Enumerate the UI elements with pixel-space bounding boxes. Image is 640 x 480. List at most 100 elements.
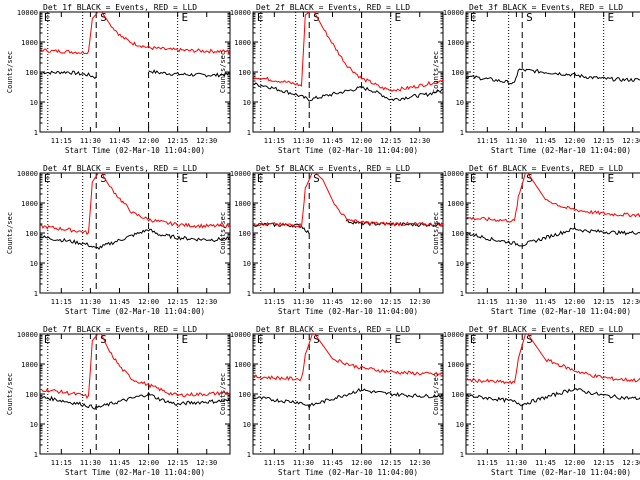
marker-label: E [608,11,615,24]
x-tick-label: 12:15 [593,459,614,467]
x-tick-label: 11:15 [264,459,285,467]
events-series-line [466,227,640,247]
plot-frame [465,172,640,294]
x-tick-label: 12:15 [380,298,401,306]
lld-series-line [40,12,230,55]
x-tick-label: 12:00 [138,137,159,145]
y-axis-label: Counts/sec [219,373,227,415]
x-axis-label: Start Time (02-Mar-10 11:04:00) [65,468,205,477]
events-series-line [466,68,640,85]
marker-label: S [100,11,107,24]
x-tick-label: 12:30 [409,459,430,467]
x-tick-label: 12:30 [622,298,640,306]
y-tick-label: 1 [460,129,464,137]
x-tick-label: 11:30 [80,298,101,306]
y-tick-label: 1000 [447,200,464,208]
x-tick-label: 11:15 [51,137,72,145]
panel-title: Det 1f BLACK = Events, RED = LLD [43,3,197,12]
x-tick-label: 12:15 [593,298,614,306]
y-tick-label: 1000 [447,39,464,47]
marker-label: S [313,11,320,24]
marker-label: E [257,11,264,24]
detector-panel-5: Det 5f BLACK = Events, RED = LLD 1 10 100 10… [219,164,444,316]
x-tick-label: 12:00 [564,298,585,306]
y-tick-label: 10 [30,421,38,429]
marker-label: E [608,172,615,185]
marker-label: E [395,172,402,185]
marker-label: S [526,11,533,24]
y-tick-label: 1 [247,290,251,298]
y-axis-label: Counts/sec [6,212,14,254]
y-axis-label: Counts/sec [432,212,440,254]
marker-label: E [182,333,189,346]
events-series-line [253,387,443,409]
y-tick-label: 10000 [443,9,464,17]
y-tick-label: 10000 [17,9,38,17]
detector-panel-3: Det 3f BLACK = Events, RED = LLD 1 10 100 10… [432,3,640,155]
x-tick-label: 12:30 [409,137,430,145]
plot-frame [465,333,640,455]
panel-title: Det 6f BLACK = Events, RED = LLD [469,164,623,173]
marker-label: S [313,333,320,346]
y-tick-label: 1 [34,129,38,137]
x-tick-label: 11:45 [109,459,130,467]
y-tick-label: 1 [34,290,38,298]
marker-label: E [257,172,264,185]
detector-panel-2: Det 2f BLACK = Events, RED = LLD 1 10 100 10… [219,3,444,155]
x-tick-label: 11:15 [264,137,285,145]
detector-panel-4: Det 4f BLACK = Events, RED = LLD 1 10 100 10… [6,164,231,316]
x-tick-label: 12:15 [167,298,188,306]
x-tick-label: 12:15 [380,459,401,467]
x-tick-label: 11:15 [477,298,498,306]
y-tick-label: 1000 [234,39,251,47]
y-tick-label: 10000 [17,170,38,178]
lld-series-line [466,173,640,223]
marker-label: E [395,333,402,346]
panel-title: Det 2f BLACK = Events, RED = LLD [256,3,410,12]
panel-title: Det 5f BLACK = Events, RED = LLD [256,164,410,173]
plot-frame [465,11,640,133]
y-tick-label: 1 [34,451,38,459]
marker-label: E [470,172,477,185]
x-tick-label: 11:30 [80,459,101,467]
marker-label: S [526,333,533,346]
y-axis-label: Counts/sec [219,51,227,93]
x-axis-label: Start Time (02-Mar-10 11:04:00) [278,307,418,316]
x-tick-label: 11:45 [322,459,343,467]
x-tick-label: 12:30 [196,298,217,306]
marker-label: S [313,172,320,185]
y-axis-label: Counts/sec [432,373,440,415]
x-tick-label: 11:30 [506,298,527,306]
marker-label: E [44,333,51,346]
y-tick-label: 1 [247,129,251,137]
y-tick-label: 1000 [21,361,38,369]
x-tick-label: 11:45 [535,298,556,306]
x-tick-label: 12:30 [409,298,430,306]
y-tick-label: 10 [456,99,464,107]
y-tick-label: 10000 [230,331,251,339]
x-tick-label: 11:15 [51,298,72,306]
y-tick-label: 10 [30,260,38,268]
x-tick-label: 11:15 [477,137,498,145]
y-tick-label: 10000 [17,331,38,339]
marker-label: S [526,172,533,185]
marker-label: E [608,333,615,346]
panel-title: Det 8f BLACK = Events, RED = LLD [256,325,410,334]
x-axis-label: Start Time (02-Mar-10 11:04:00) [65,146,205,155]
lld-series-line [253,334,443,382]
x-tick-label: 11:45 [322,298,343,306]
y-tick-label: 1 [460,451,464,459]
y-tick-label: 100 [25,69,38,77]
x-tick-label: 11:45 [109,298,130,306]
events-series-line [148,69,230,78]
y-tick-label: 10 [456,260,464,268]
x-tick-label: 12:00 [564,459,585,467]
x-axis-label: Start Time (02-Mar-10 11:04:00) [278,146,418,155]
x-tick-label: 11:15 [477,459,498,467]
y-tick-label: 10 [243,421,251,429]
lld-series-line [40,173,230,236]
detector-panel-7: Det 7f BLACK = Events, RED = LLD 1 10 100 10… [6,325,231,477]
events-series-line [253,82,443,102]
y-tick-label: 10 [456,421,464,429]
detector-panel-1: Det 1f BLACK = Events, RED = LLD 1 10 100 10… [6,3,231,155]
